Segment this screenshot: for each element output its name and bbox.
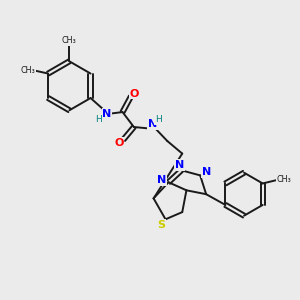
Text: N: N bbox=[202, 167, 211, 177]
Text: H: H bbox=[96, 115, 102, 124]
Text: CH₃: CH₃ bbox=[277, 175, 292, 184]
Text: CH₃: CH₃ bbox=[62, 36, 77, 45]
Text: N: N bbox=[157, 175, 167, 185]
Text: O: O bbox=[130, 88, 139, 99]
Text: O: O bbox=[114, 137, 124, 148]
Text: S: S bbox=[157, 220, 165, 230]
Text: H: H bbox=[155, 115, 162, 124]
Text: N: N bbox=[175, 160, 184, 170]
Text: N: N bbox=[148, 119, 157, 129]
Text: N: N bbox=[102, 109, 112, 118]
Text: CH₃: CH₃ bbox=[21, 66, 35, 75]
